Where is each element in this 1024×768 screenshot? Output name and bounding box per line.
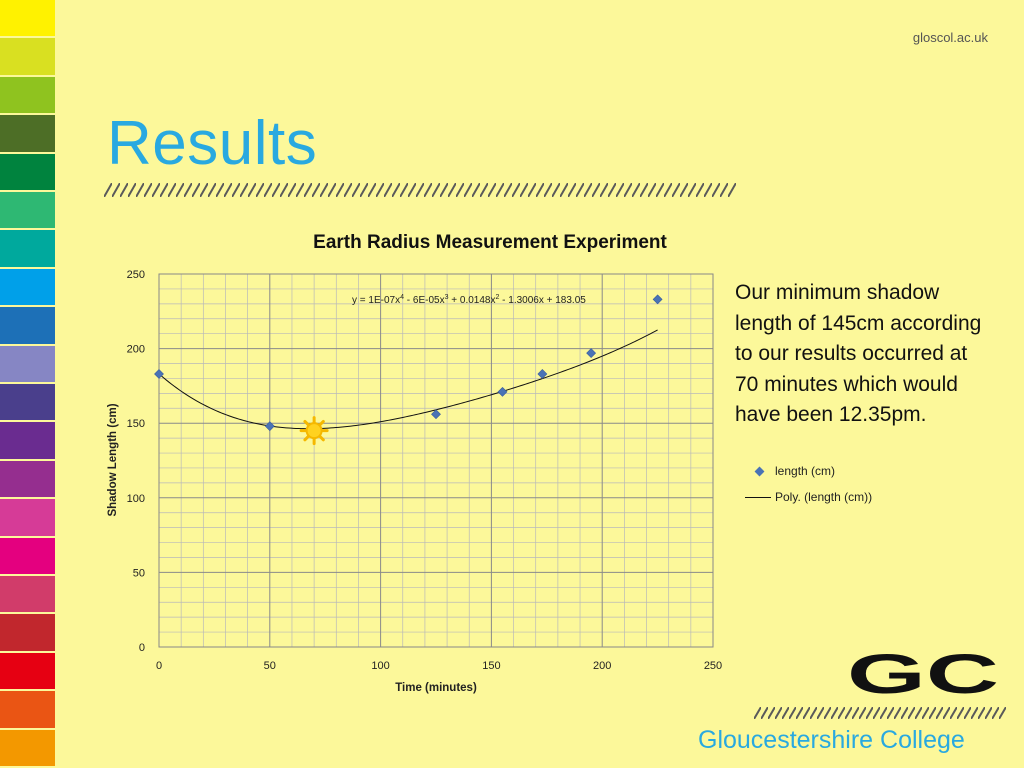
legend-item-trendline: Poly. (length (cm)): [745, 490, 872, 504]
palette-swatch: [0, 614, 55, 651]
palette-swatch: [0, 422, 55, 459]
palette-swatch: [0, 345, 55, 382]
data-point: [497, 386, 508, 397]
title-hatch-rule: [104, 183, 736, 197]
x-axis-label: Time (minutes): [395, 682, 477, 694]
y-axis-label: Shadow Length (cm): [107, 403, 119, 516]
polynomial-trendline: [158, 329, 658, 430]
college-name: Gloucestershire College: [698, 726, 965, 754]
college-logo: GC: [847, 647, 999, 697]
palette-swatch: [0, 38, 55, 75]
y-tick-labels: 0 50 100 150 200 250: [127, 269, 145, 654]
palette-swatch: [0, 0, 55, 37]
line-marker-icon: [745, 497, 771, 499]
y-tick-label: 100: [127, 493, 145, 505]
palette-swatch: [0, 652, 55, 690]
data-point: [586, 348, 597, 359]
y-tick-label: 200: [127, 344, 145, 356]
palette-swatch: [0, 537, 55, 574]
palette-swatch: [0, 153, 55, 190]
trendline-equation: y = 1E-07x4 - 6E-05x3 + 0.0148x2 - 1.300…: [352, 294, 586, 306]
palette-swatch: [0, 76, 55, 114]
data-point: [431, 409, 441, 420]
diamond-marker-icon: [754, 466, 765, 477]
legend-item-points: length (cm): [752, 464, 835, 478]
x-tick-label: 200: [593, 660, 611, 672]
site-url: gloscol.ac.uk: [912, 30, 988, 45]
chart-grid-major: [158, 273, 714, 648]
x-tick-labels: 0 50 100 150 200 250: [156, 660, 722, 672]
palette-swatch: [0, 307, 55, 344]
data-point: [154, 369, 164, 379]
palette-swatch: [0, 384, 55, 421]
x-tick-label: 50: [264, 660, 276, 672]
chart-grid-minor: [159, 274, 713, 647]
palette-swatch: [0, 115, 55, 152]
results-note: Our minimum shadow length of 145cm accor…: [735, 281, 982, 426]
data-points: [154, 294, 663, 432]
palette-swatch: [0, 192, 55, 229]
y-tick-label: 150: [127, 418, 145, 430]
palette-swatch: [0, 460, 55, 498]
footer-hatch-rule: [754, 707, 1006, 719]
sun-disc: [305, 422, 323, 440]
y-tick-label: 250: [127, 269, 145, 281]
logo-text: GC: [847, 647, 999, 697]
data-point: [652, 294, 663, 305]
palette-swatch: [0, 268, 55, 306]
legend-trend-label: Poly. (length (cm)): [775, 490, 873, 504]
palette-swatch: [0, 499, 55, 536]
y-tick-label: 50: [133, 567, 145, 579]
slide-title: Results: [107, 109, 318, 178]
data-point: [264, 421, 275, 432]
sun-icon: [299, 416, 329, 446]
x-tick-label: 0: [156, 660, 162, 672]
x-tick-label: 250: [704, 660, 722, 672]
legend-points-label: length (cm): [775, 464, 836, 478]
palette-swatch: [0, 691, 55, 728]
color-palette-strip: [0, 0, 55, 768]
x-tick-label: 150: [482, 660, 500, 672]
palette-swatch: [0, 576, 55, 613]
chart-title: Earth Radius Measurement Experiment: [313, 232, 667, 253]
palette-swatch: [0, 729, 55, 766]
palette-swatch: [0, 230, 55, 267]
x-tick-label: 100: [371, 660, 389, 672]
plot-area-border: [158, 273, 714, 648]
data-point: [537, 369, 548, 379]
y-tick-label: 0: [139, 642, 145, 654]
